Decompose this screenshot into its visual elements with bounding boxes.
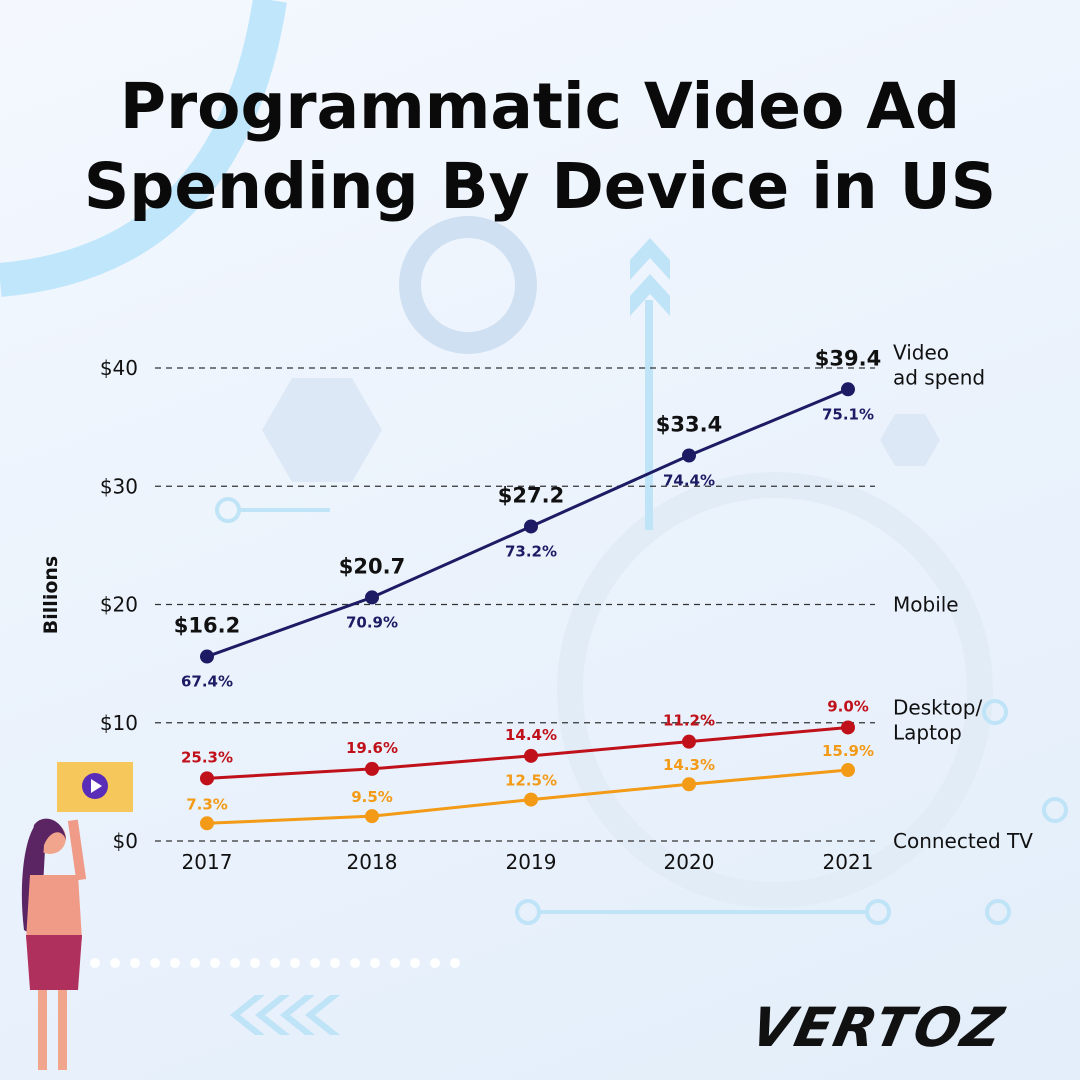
data-value-label: $20.7 — [339, 554, 405, 578]
data-percent-label: 19.6% — [346, 739, 398, 757]
x-tick-label: 2019 — [506, 850, 557, 874]
gear-icon — [399, 216, 537, 354]
arrow-up-icon — [630, 238, 670, 530]
data-point — [524, 748, 538, 763]
y-tick-label: $10 — [100, 711, 138, 735]
data-point — [365, 761, 379, 776]
y-tick-label: $30 — [100, 474, 138, 498]
data-percent-label: 14.3% — [663, 756, 715, 774]
data-point — [841, 720, 855, 735]
series-label: Laptop — [893, 720, 962, 744]
y-tick-label: $40 — [100, 356, 138, 380]
x-tick-label: 2017 — [182, 850, 233, 874]
data-value-label: $16.2 — [174, 614, 240, 638]
dots-row — [90, 958, 460, 968]
woman-illustration — [21, 818, 87, 1070]
y-tick-label: $20 — [100, 593, 138, 617]
data-percent-label: 12.5% — [505, 772, 557, 790]
x-tick-label: 2021 — [823, 850, 874, 874]
data-point — [682, 734, 696, 749]
data-point — [200, 771, 214, 786]
series-label: Desktop/ — [893, 695, 982, 719]
data-percent-label: 75.1% — [822, 405, 874, 423]
data-point — [682, 448, 696, 463]
series-label: ad spend — [893, 366, 985, 390]
data-percent-label: 73.2% — [505, 542, 557, 560]
data-percent-label: 70.9% — [346, 613, 398, 631]
data-point — [841, 382, 855, 397]
series-label: Connected TV — [893, 829, 1033, 853]
chevrons-icon — [230, 995, 340, 1035]
data-percent-label: 25.3% — [181, 748, 233, 766]
chart-title-line2: Spending By Device in US — [83, 150, 997, 223]
data-percent-label: 15.9% — [822, 742, 874, 760]
data-value-label: $39.4 — [815, 346, 881, 370]
data-percent-label: 11.2% — [663, 712, 715, 730]
data-point — [200, 816, 214, 831]
data-percent-label: 67.4% — [181, 673, 233, 691]
data-point — [841, 763, 855, 778]
y-axis-label: Billions — [40, 556, 62, 634]
data-point — [682, 777, 696, 792]
data-point — [365, 809, 379, 824]
data-point — [524, 792, 538, 807]
data-percent-label: 74.4% — [663, 472, 715, 490]
data-point — [200, 649, 214, 664]
data-percent-label: 14.4% — [505, 726, 557, 744]
gear-icon — [557, 472, 993, 908]
logo-text: VERTOZ — [745, 996, 1011, 1059]
data-percent-label: 9.0% — [827, 697, 869, 715]
series-label: Mobile — [893, 593, 959, 617]
y-tick-label: $0 — [113, 829, 138, 853]
data-value-label: $27.2 — [498, 483, 564, 507]
network-nodes — [215, 497, 1068, 925]
data-percent-label: 9.5% — [351, 788, 393, 806]
data-percent-label: 7.3% — [186, 795, 228, 813]
chart-title-line1: Programmatic Video Ad — [119, 70, 961, 143]
x-tick-label: 2020 — [664, 850, 715, 874]
corner-arc — [0, 0, 287, 297]
vertoz-logo: VERTOZ — [745, 996, 1010, 1059]
x-tick-label: 2018 — [347, 850, 398, 874]
hexagon-icon — [262, 378, 940, 482]
data-point — [524, 519, 538, 534]
data-value-label: $33.4 — [656, 413, 722, 437]
series-label: Video — [893, 341, 949, 365]
data-point — [365, 590, 379, 605]
